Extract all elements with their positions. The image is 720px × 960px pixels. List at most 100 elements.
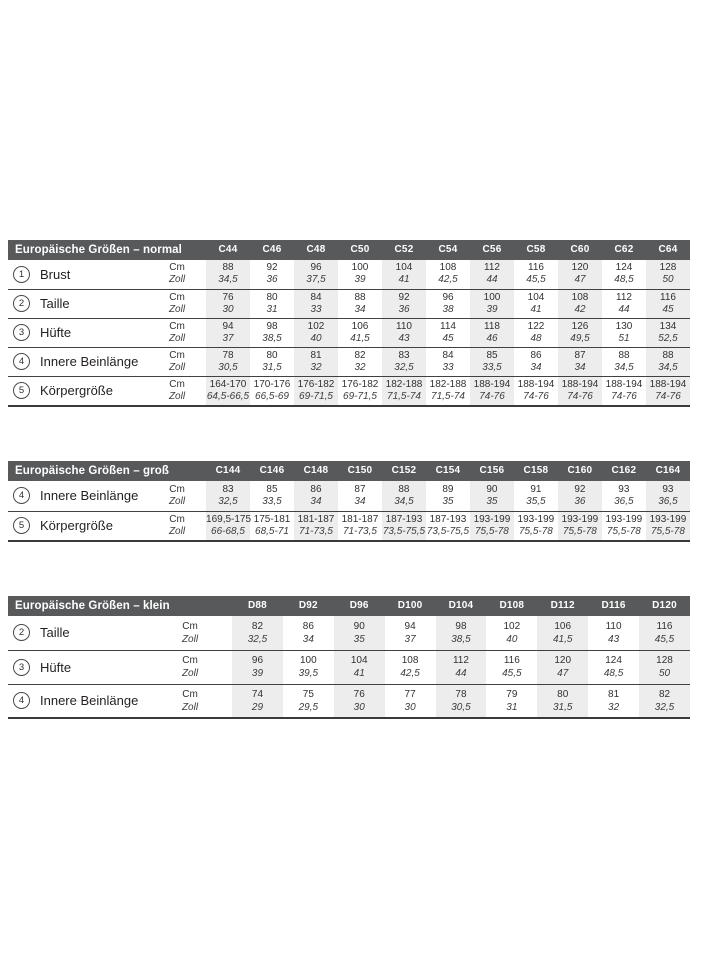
zoll-value: 38,5 xyxy=(262,332,282,344)
zoll-value: 34 xyxy=(530,361,542,373)
zoll-value: 36 xyxy=(574,495,586,507)
cm-value: 88 xyxy=(354,291,366,303)
size-cell: 176-182 69-71,5 xyxy=(294,375,338,407)
cm-value: 76 xyxy=(222,291,234,303)
zoll-value: 45,5 xyxy=(502,668,522,679)
zoll-value: 45,5 xyxy=(654,633,675,645)
unit-zoll-label: Zoll xyxy=(181,668,199,679)
row-number-badge: 2 xyxy=(13,295,30,312)
cm-value: 100 xyxy=(351,262,369,274)
size-cell: 100 39 xyxy=(470,288,514,318)
zoll-value: 30,5 xyxy=(218,361,238,373)
size-cell: 104 41 xyxy=(514,288,558,318)
cm-value: 92 xyxy=(398,291,410,303)
zoll-value: 74-76 xyxy=(655,390,681,402)
unit-zoll-label: Zoll xyxy=(168,390,186,402)
zoll-value: 34 xyxy=(354,495,366,507)
cm-value: 82 xyxy=(354,349,366,361)
cm-value: 82 xyxy=(251,620,264,632)
cm-value: 90 xyxy=(353,620,365,632)
zoll-value: 35 xyxy=(353,633,365,645)
zoll-value: 52,5 xyxy=(658,332,678,344)
zoll-value: 71-73,5 xyxy=(343,525,377,537)
zoll-value: 38,5 xyxy=(451,633,471,645)
zoll-value: 29,5 xyxy=(298,701,319,713)
column-header-c164: C164 xyxy=(645,461,690,481)
size-cell: 170-176 66,5-69 xyxy=(250,375,294,407)
cm-value: 92 xyxy=(266,262,278,274)
cm-value: 96 xyxy=(310,262,322,274)
cm-value: 85 xyxy=(266,483,278,495)
size-cell: 93 36,5 xyxy=(602,481,646,511)
zoll-value: 33,5 xyxy=(262,495,282,507)
row-number-badge: 4 xyxy=(13,487,30,505)
size-cell: 82 32,5 xyxy=(639,683,690,719)
zoll-value: 44 xyxy=(455,668,467,679)
size-cell: 128 50 xyxy=(639,649,690,684)
zoll-value: 36 xyxy=(398,303,410,315)
column-header-c46: C46 xyxy=(250,240,294,260)
zoll-value: 75,5-78 xyxy=(562,525,597,537)
size-cell: 92 36 xyxy=(557,481,602,511)
size-cell: 182-188 71,5-74 xyxy=(426,375,470,407)
unit-zoll-label: Zoll xyxy=(168,495,186,507)
size-cell: 82 32 xyxy=(338,346,382,376)
cm-value: 188-194 xyxy=(473,378,511,390)
column-header-d96: D96 xyxy=(333,596,385,616)
cm-value: 91 xyxy=(530,483,542,495)
zoll-value: 75,5-78 xyxy=(650,525,685,537)
table-row: 5 Körpergröße Cm Zoll 164-170 64,5-66,5 170-17… xyxy=(8,375,690,407)
zoll-value: 34,5 xyxy=(658,361,678,373)
cm-value: 193-199 xyxy=(605,513,643,525)
unit-cell: Cm Zoll xyxy=(148,346,206,376)
size-cell: 88 34,5 xyxy=(646,346,690,376)
cm-value: 78 xyxy=(455,688,467,700)
cm-value: 84 xyxy=(310,291,322,303)
column-header-c52: C52 xyxy=(382,240,426,260)
zoll-value: 33 xyxy=(310,303,322,315)
cm-value: 181-187 xyxy=(297,513,335,525)
size-cell: 88 34 xyxy=(338,288,382,318)
size-cell: 126 49,5 xyxy=(558,317,602,347)
zoll-value: 48 xyxy=(530,332,542,344)
zoll-value: 43 xyxy=(608,633,620,645)
unit-cell: Cm Zoll xyxy=(148,649,233,684)
column-header-d88: D88 xyxy=(232,596,283,616)
cm-value: 98 xyxy=(266,320,278,332)
cm-value: 90 xyxy=(486,483,498,495)
size-cell: 104 41 xyxy=(382,260,426,289)
row-label-cell: 5 Körpergröße xyxy=(8,510,148,542)
unit-cm-label: Cm xyxy=(169,513,185,525)
cm-value: 120 xyxy=(554,655,572,666)
size-cell: 78 30,5 xyxy=(435,683,487,719)
zoll-value: 32 xyxy=(608,701,620,713)
size-cell: 93 36,5 xyxy=(645,481,690,511)
cm-value: 96 xyxy=(251,655,264,666)
cm-value: 112 xyxy=(484,262,500,274)
size-cell: 88 34,5 xyxy=(381,481,426,511)
column-header-c48: C48 xyxy=(294,240,338,260)
size-cell: 76 30 xyxy=(333,683,385,719)
zoll-value: 39 xyxy=(354,274,366,286)
size-cell: 86 34 xyxy=(293,481,338,511)
unit-cell: Cm Zoll xyxy=(148,260,206,289)
zoll-value: 37 xyxy=(222,332,234,344)
size-cell: 193-199 75,5-78 xyxy=(645,510,690,542)
zoll-value: 50 xyxy=(658,668,671,679)
size-cell: 78 30,5 xyxy=(206,346,250,376)
size-cell: 96 37,5 xyxy=(294,260,338,289)
size-cell: 110 43 xyxy=(588,616,639,650)
size-table-klein: Europäische Größen – klein D88 D92 D96 D100 D… xyxy=(8,596,690,719)
cm-value: 100 xyxy=(299,655,317,666)
column-header-c58: C58 xyxy=(514,240,558,260)
zoll-value: 69-71,5 xyxy=(299,390,333,402)
size-cell: 193-199 75,5-78 xyxy=(513,510,558,542)
cm-value: 176-182 xyxy=(341,378,379,390)
size-cell: 88 34,5 xyxy=(206,260,250,289)
zoll-value: 69-71,5 xyxy=(343,390,377,402)
cm-value: 92 xyxy=(574,483,586,495)
size-cell: 112 44 xyxy=(435,649,487,684)
zoll-value: 35 xyxy=(442,495,454,507)
zoll-value: 45,5 xyxy=(526,274,546,286)
size-cell: 193-199 75,5-78 xyxy=(469,510,514,542)
